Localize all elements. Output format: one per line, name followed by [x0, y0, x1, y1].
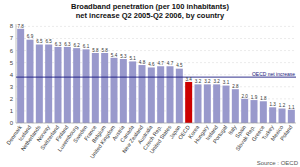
bar: [241, 99, 248, 123]
bar: [55, 47, 62, 123]
data-label: 6.3: [55, 42, 62, 47]
data-label: 3.2: [204, 79, 211, 84]
bar: [129, 61, 136, 123]
data-label: 3.2: [195, 79, 202, 84]
bar: [260, 101, 267, 123]
data-label: 4.7: [157, 61, 164, 66]
title-line: net increase Q2 2005-Q2 2006, by country: [76, 11, 225, 20]
data-label: 2.8: [232, 84, 239, 89]
grid-line: [16, 38, 296, 39]
bar: [269, 107, 276, 123]
source: Source : OECD: [257, 160, 299, 166]
bar: [195, 84, 202, 123]
data-label: 1.2: [279, 103, 286, 108]
y-tick-label: 1: [10, 108, 14, 114]
bar: [139, 65, 146, 123]
bar: [251, 100, 258, 123]
data-label: 3.4: [185, 77, 192, 82]
bar: [204, 84, 211, 123]
bar: [64, 47, 71, 123]
bar: [36, 45, 43, 123]
data-label: 5.8: [101, 48, 108, 53]
data-label: 4.5: [176, 63, 183, 68]
data-label: 5.3: [120, 54, 127, 59]
bar: [223, 86, 230, 123]
grid: [16, 26, 296, 123]
data-label: 4.7: [167, 61, 174, 66]
reference-line: [16, 77, 296, 78]
x-axis-line: [16, 123, 296, 124]
chart: Broadband penetration (per 100 inhabitan…: [0, 0, 300, 167]
y-tick-label: 6: [10, 48, 14, 54]
bar: [232, 89, 239, 123]
data-label: 1.8: [260, 96, 267, 101]
data-label: 6.1: [83, 44, 90, 49]
x-tick-label: Portugal: [212, 124, 229, 144]
data-label: 6.9: [27, 34, 34, 39]
bar: [148, 67, 155, 123]
reference-label: OECD net increase: [252, 71, 295, 77]
data-label: 3.2: [213, 79, 220, 84]
data-label: 5.8: [92, 48, 99, 53]
y-tick-label: 3: [10, 84, 14, 90]
data-label: 6.3: [64, 42, 71, 47]
y-axis-line: [16, 24, 17, 123]
data-label: 6.2: [73, 43, 80, 48]
y-tick-label: 5: [10, 60, 14, 66]
x-tick-label: Poland: [279, 124, 294, 141]
data-label: 6.5: [45, 39, 52, 44]
bars: [16, 29, 296, 123]
bar: [17, 29, 24, 123]
x-tick-label: United Kingdom: [89, 124, 117, 160]
data-label: 1.3: [269, 102, 276, 107]
bar: [213, 84, 220, 123]
data-label: 2.0: [241, 94, 248, 99]
data-label: 5.4: [111, 53, 118, 58]
y-tick-label: 2: [10, 96, 14, 102]
bar: [45, 45, 52, 123]
data-label: 7.8: [17, 24, 24, 29]
data-label: 4.6: [148, 62, 155, 67]
data-label: 1.9: [251, 95, 258, 100]
bar: [167, 66, 174, 123]
data-label: 4.8: [139, 60, 146, 65]
data-label: 3.1: [223, 80, 230, 85]
grid-line: [16, 26, 296, 27]
bar: [157, 66, 164, 123]
bar: [288, 110, 295, 123]
bar: [101, 53, 108, 123]
bar: [120, 59, 127, 123]
y-tick-label: 7: [10, 35, 14, 41]
bar: [185, 82, 192, 123]
y-tick-label: 8: [10, 23, 14, 29]
x-tick-label: United States: [148, 124, 172, 155]
data-label: 5.1: [129, 56, 136, 61]
y-tick-label: 0: [10, 120, 14, 126]
bar: [73, 48, 80, 123]
bar: [27, 40, 34, 123]
page: {"chart_data": {"type": "bar", "title": …: [0, 0, 300, 167]
data-label: 6.5: [36, 39, 43, 44]
bar: [279, 109, 286, 123]
bar: [92, 53, 99, 123]
title: Broadband penetration (per 100 inhabitan…: [71, 2, 229, 20]
bar: [83, 49, 90, 123]
y-tick-label: 4: [10, 72, 14, 78]
bar: [111, 58, 118, 123]
data-label: 1.1: [288, 105, 295, 110]
